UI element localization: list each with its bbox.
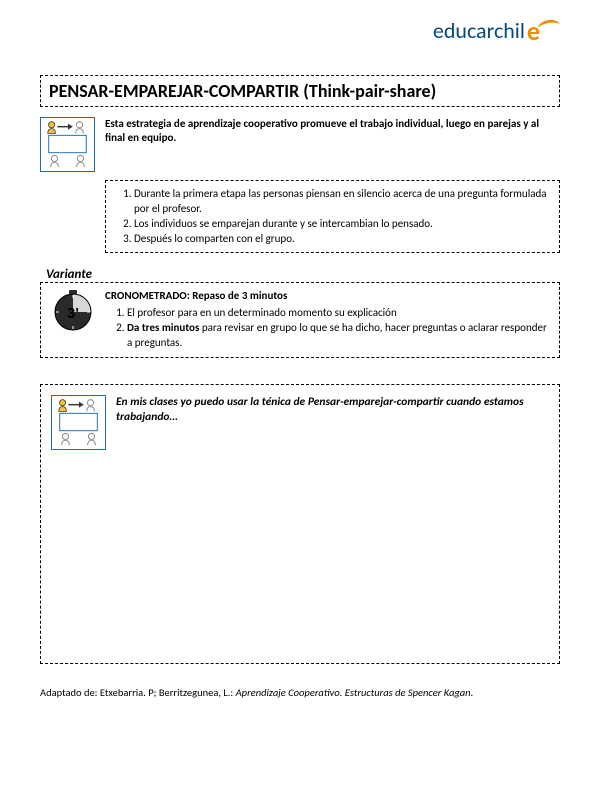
variante-item: El profesor para en un determinado momen… <box>127 306 549 321</box>
pair-share-icon <box>40 117 95 172</box>
steps-box: Durante la primera etapa las personas pi… <box>105 180 560 253</box>
variante-item: Da tres minutos para revisar en grupo lo… <box>127 321 549 351</box>
svg-text:3': 3' <box>67 305 79 322</box>
title-container: PENSAR-EMPAREJAR-COMPARTIR (Think-pair-s… <box>40 75 560 107</box>
variante-box: 3' CRONOMETRADO: Repaso de 3 minutos El … <box>40 282 560 357</box>
variante-content: CRONOMETRADO: Repaso de 3 minutos El pro… <box>105 289 549 350</box>
reflection-technique: Pensar-emparejar-compartir <box>308 395 444 409</box>
reflection-box: En mis clases yo puedo usar la ténica de… <box>40 384 560 664</box>
reflection-prompt: En mis clases yo puedo usar la ténica de… <box>116 395 549 426</box>
step-item: Después lo comparten con el grupo. <box>134 232 549 247</box>
steps-list: Durante la primera etapa las personas pi… <box>134 187 549 246</box>
citation-suffix: . <box>471 686 474 699</box>
pair-share-icon <box>51 395 106 450</box>
citation-prefix: Adaptado de: Etxebarria. P; Berritzegune… <box>40 686 236 699</box>
brand-logo: educarchile <box>433 18 560 44</box>
reflection-prefix: En mis clases yo puedo usar la ténica de <box>116 395 308 409</box>
step-item: Durante la primera etapa las personas pi… <box>134 187 549 217</box>
citation-title: Aprendizaje Cooperativo. Estructuras de … <box>236 686 471 699</box>
main-section: Esta estrategia de aprendizaje cooperati… <box>40 117 560 172</box>
step-item: Los individuos se emparejan durante y se… <box>134 217 549 232</box>
intro-text: Esta estrategia de aprendizaje cooperati… <box>105 117 560 172</box>
variante-heading: Variante <box>46 267 560 282</box>
variante-header: CRONOMETRADO: Repaso de 3 minutos <box>105 289 549 304</box>
logo-text: educarchil <box>433 20 525 42</box>
logo-swoosh-icon <box>537 18 561 36</box>
page-title: PENSAR-EMPAREJAR-COMPARTIR (Think-pair-s… <box>49 80 551 102</box>
stopwatch-icon: 3' <box>51 289 95 333</box>
citation: Adaptado de: Etxebarria. P; Berritzegune… <box>40 686 560 700</box>
variante-list: El profesor para en un determinado momen… <box>105 306 549 351</box>
